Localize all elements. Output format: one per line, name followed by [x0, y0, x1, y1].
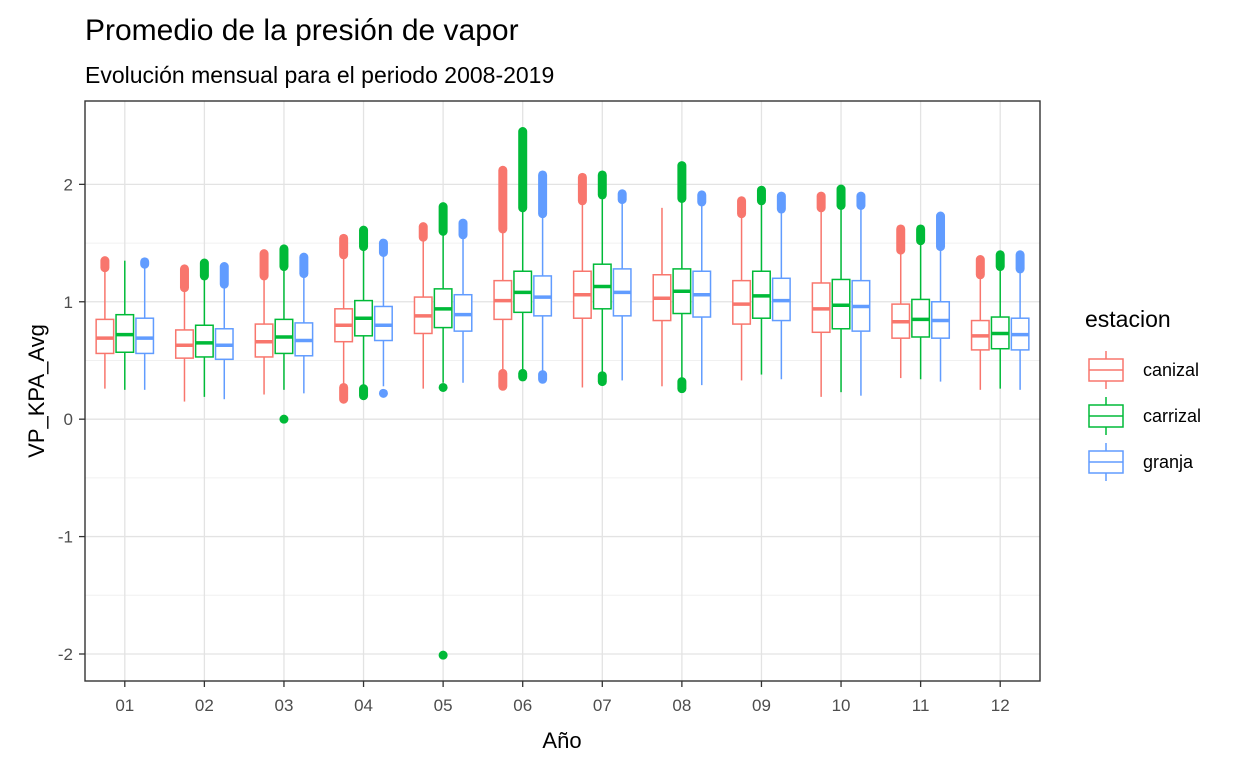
legend-label-granja: granja — [1143, 452, 1194, 472]
x-tick-label: 12 — [991, 696, 1010, 715]
box-granja-04 — [373, 238, 393, 398]
box-carrizal-09 — [751, 185, 771, 375]
x-tick-label: 05 — [434, 696, 453, 715]
x-tick-label: 06 — [513, 696, 532, 715]
x-tick-label: 04 — [354, 696, 373, 715]
box-granja-07 — [612, 189, 632, 381]
x-tick-label: 08 — [672, 696, 691, 715]
box-carrizal-10 — [831, 184, 851, 393]
outlier-point — [438, 382, 448, 392]
x-tick-label: 11 — [912, 696, 930, 715]
box-canizal-07 — [572, 172, 592, 388]
box-carrizal-05 — [433, 202, 453, 660]
box-granja-03 — [294, 252, 314, 394]
legend: estacion canizal carrizal granja — [1085, 306, 1201, 481]
chart-subtitle: Evolución mensual para el periodo 2008-2… — [85, 62, 554, 88]
box-carrizal-12 — [990, 250, 1010, 389]
y-tick-label: -2 — [58, 645, 73, 664]
y-tick-label: 0 — [64, 410, 73, 429]
boxes — [95, 127, 1030, 660]
x-axis-title: Año — [542, 728, 581, 753]
box-carrizal-01 — [115, 260, 135, 390]
box-carrizal-02 — [194, 258, 214, 397]
legend-label-carrizal: carrizal — [1143, 406, 1201, 426]
box-granja-09 — [771, 191, 791, 380]
box-granja-12 — [1010, 250, 1030, 390]
box-canizal-04 — [334, 233, 354, 404]
box-canizal-02 — [174, 264, 194, 402]
x-tick-label: 09 — [752, 696, 771, 715]
y-axis: -2 -1 0 1 2 — [58, 175, 85, 664]
box-canizal-08 — [652, 207, 672, 387]
x-tick-label: 01 — [115, 696, 134, 715]
grid — [85, 101, 1040, 681]
x-tick-label: 07 — [593, 696, 612, 715]
plot-panel-border — [84, 100, 1041, 682]
x-tick-label: 02 — [195, 696, 214, 715]
box-carrizal-07 — [592, 170, 612, 387]
box-canizal-05 — [413, 222, 433, 389]
y-axis-title: VP_KPA_Avg — [24, 324, 49, 458]
box-granja-01 — [135, 257, 155, 390]
box-carrizal-06 — [513, 127, 533, 382]
box-canizal-11 — [891, 224, 911, 379]
box-canizal-01 — [95, 256, 115, 389]
box-canizal-12 — [970, 255, 990, 390]
legend-label-canizal: canizal — [1143, 360, 1199, 380]
box-canizal-03 — [254, 249, 274, 395]
box-iqr — [453, 293, 473, 332]
outlier-point — [279, 414, 289, 424]
outlier-point — [378, 388, 388, 398]
legend-title: estacion — [1085, 306, 1171, 332]
box-canizal-06 — [493, 165, 513, 391]
box-carrizal-03 — [274, 244, 294, 424]
box-carrizal-08 — [672, 161, 692, 394]
box-canizal-09 — [732, 196, 752, 381]
box-granja-05 — [453, 218, 473, 383]
box-granja-11 — [931, 211, 951, 382]
y-tick-label: 1 — [64, 293, 73, 312]
y-tick-label: 2 — [64, 175, 73, 194]
box-iqr — [373, 305, 393, 342]
box-carrizal-11 — [911, 224, 931, 380]
x-tick-label: 03 — [274, 696, 293, 715]
x-axis: 01 02 03 04 05 06 07 08 09 10 11 12 — [115, 681, 1010, 715]
box-granja-10 — [851, 191, 871, 396]
box-granja-08 — [692, 190, 712, 386]
box-carrizal-04 — [354, 225, 374, 401]
box-iqr — [732, 279, 752, 325]
y-tick-label: -1 — [58, 528, 73, 547]
box-iqr — [135, 317, 155, 355]
x-tick-label: 10 — [832, 696, 851, 715]
outlier-point — [438, 650, 448, 660]
chart-title: Promedio de la presión de vapor — [85, 14, 519, 47]
box-granja-02 — [214, 262, 234, 400]
box-iqr — [95, 318, 115, 355]
box-granja-06 — [533, 170, 553, 384]
box-canizal-10 — [811, 191, 831, 397]
box-iqr — [194, 324, 214, 358]
